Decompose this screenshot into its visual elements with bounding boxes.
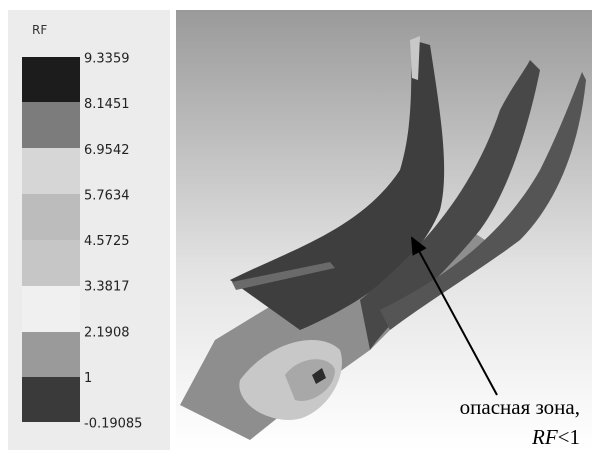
swatch xyxy=(22,148,80,194)
screenshot: RF 9.3359 8.1451 6.9542 5.7634 4.5725 3.3817 2… xyxy=(0,0,592,460)
legend-level: 4.5725 xyxy=(84,234,130,249)
legend-level: 9.3359 xyxy=(84,52,130,67)
swatch xyxy=(22,286,80,332)
legend-level: 2.1908 xyxy=(84,325,130,340)
legend-level: 8.1451 xyxy=(84,97,130,112)
legend-level: 5.7634 xyxy=(84,188,130,203)
swatch xyxy=(22,377,80,422)
annotation-line1: опасная зона, xyxy=(460,395,580,419)
annotation-rest: <1 xyxy=(558,425,580,449)
annotation-line2: RF<1 xyxy=(531,425,580,449)
legend-title: RF xyxy=(32,23,47,37)
legend-level: 6.9542 xyxy=(84,143,130,158)
swatch xyxy=(22,57,80,102)
legend-level: -0.19085 xyxy=(84,417,142,432)
swatch xyxy=(22,194,80,240)
swatch xyxy=(22,332,80,377)
annotation-rf: RF xyxy=(531,425,558,449)
legend-level: 1 xyxy=(84,371,92,386)
swatch xyxy=(22,102,80,148)
swatch xyxy=(22,240,80,286)
legend-swatches xyxy=(22,57,80,422)
legend-level: 3.3817 xyxy=(84,280,130,295)
